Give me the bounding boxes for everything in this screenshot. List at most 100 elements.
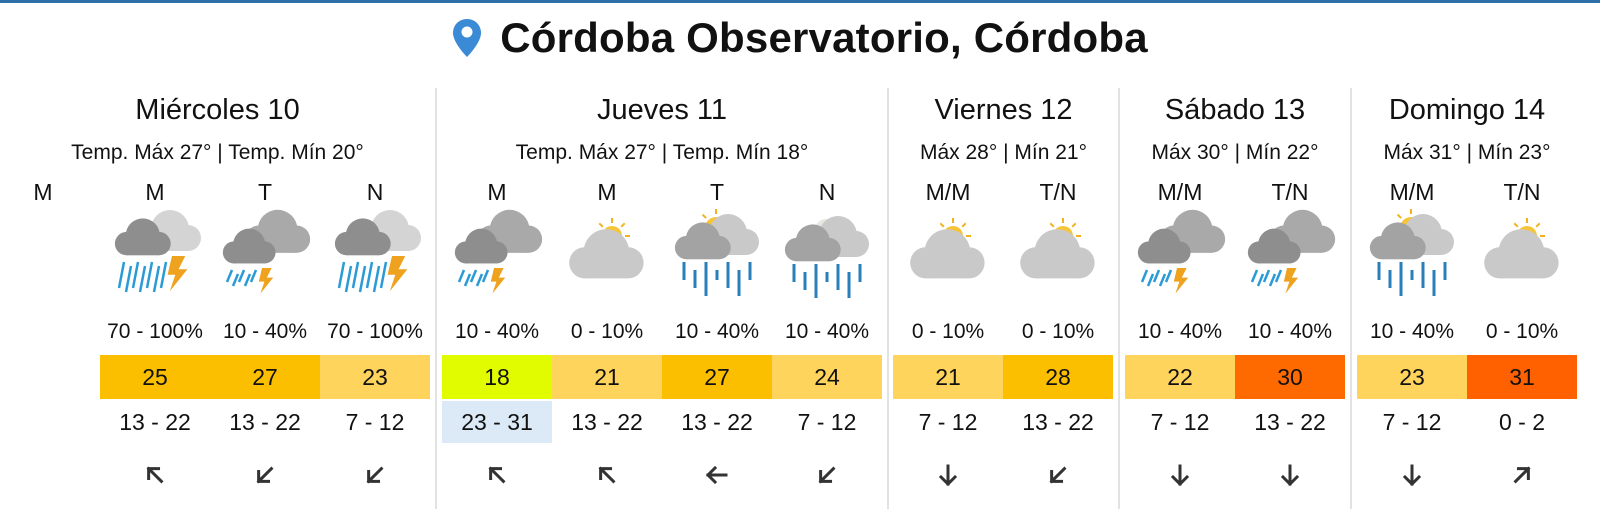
period-label: T/N [1271, 179, 1309, 205]
weather-icon [784, 216, 869, 298]
rain-drop [344, 265, 353, 293]
cloud-part [925, 260, 969, 279]
rain-drop [231, 273, 240, 287]
precipitation-range: 10 - 40% [1369, 320, 1455, 343]
rain-drop [365, 261, 374, 289]
sun-ray [1535, 222, 1541, 228]
temperature: 18 [442, 355, 552, 399]
day-summary: Máx 30° | Mín 22° [1151, 141, 1319, 164]
location-pin [453, 19, 482, 57]
period-label: T [709, 179, 725, 205]
rain-drop [1250, 269, 1259, 283]
period-label: T/N [1503, 179, 1541, 205]
period-label: M [487, 179, 507, 205]
arrow-group [256, 466, 274, 484]
wind-speed: 7 - 12 [345, 408, 405, 435]
arrow-shape [366, 466, 384, 484]
precipitation-range: 0 - 10% [1485, 320, 1559, 343]
rain-drop [152, 265, 161, 293]
arrow-group [366, 466, 384, 484]
period-label: M [33, 179, 53, 205]
temperature: 23 [1357, 355, 1467, 399]
rain-drop [1274, 269, 1283, 283]
temperature: 30 [1235, 355, 1345, 399]
cloud-part [126, 241, 159, 256]
sun-ray [961, 222, 967, 228]
arrow-shape [488, 466, 506, 484]
temperature: 24 [772, 355, 882, 399]
lightning [490, 268, 506, 294]
sun-ray [620, 222, 626, 228]
day-name: Jueves 11 [596, 94, 728, 126]
rain-drop [117, 261, 126, 289]
arrow-shape [1513, 466, 1531, 484]
precipitation-range: 10 - 40% [784, 320, 870, 343]
temperature: 22 [1125, 355, 1235, 399]
weather-icon [674, 209, 759, 296]
rain-drop [1158, 273, 1167, 287]
rain-drop [131, 261, 140, 289]
period-label: N [818, 179, 836, 205]
wind-direction-arrow [488, 466, 506, 484]
cloud-part [233, 250, 265, 264]
cloud-part [465, 250, 497, 264]
cloud [334, 218, 391, 256]
arrow-group [938, 464, 958, 487]
period-label: M/M [1157, 179, 1203, 205]
precipitation-range: 10 - 40% [674, 320, 760, 343]
rain-drop [372, 265, 381, 293]
weather-icon [454, 209, 543, 294]
wind-direction-arrow [1049, 466, 1067, 484]
arrow-shape [705, 465, 728, 485]
arrow-group [598, 466, 616, 484]
cloud-part [1035, 260, 1079, 279]
cloud [114, 218, 171, 256]
sun-ray [939, 222, 945, 228]
wind-direction-arrow [1402, 464, 1422, 487]
arrow-shape [1170, 464, 1190, 487]
wind-speed: 0 - 2 [1498, 408, 1546, 435]
cloud [454, 228, 508, 264]
day-separator [1350, 88, 1352, 509]
temperature: 25 [100, 355, 210, 399]
wind-speed: 13 - 22 [119, 408, 191, 435]
cloud-part [686, 245, 719, 260]
temperature: 31 [1467, 355, 1577, 399]
sun-ray [598, 222, 604, 228]
cloud [910, 229, 985, 279]
arrow-shape [1402, 464, 1422, 487]
precipitation-range: 10 - 40% [1247, 320, 1333, 343]
rain-drop [337, 261, 346, 289]
rain-drop [457, 269, 466, 283]
arrow-group [488, 466, 506, 484]
day-name: Viernes 12 [934, 94, 1073, 126]
cloud [1247, 228, 1301, 264]
wind-speed: 7 - 12 [1150, 408, 1210, 435]
day-name: Miércoles 10 [135, 94, 300, 126]
temperature: 28 [1003, 355, 1113, 399]
wind-speed: 13 - 22 [1022, 408, 1094, 435]
rain-drop [1164, 269, 1173, 283]
lightning [387, 256, 408, 292]
rain-drop [351, 261, 360, 289]
pin-shape [453, 19, 482, 57]
arrow-shape [938, 464, 958, 487]
wind-direction-arrow [818, 466, 836, 484]
precipitation-range: 10 - 40% [222, 320, 308, 343]
period-label: M [597, 179, 617, 205]
arrow-group [1280, 464, 1300, 487]
location-title: Córdoba Observatorio, Córdoba [500, 14, 1148, 61]
weather-icon [334, 210, 421, 293]
rain-drop [138, 265, 147, 293]
rain-drop [1152, 269, 1161, 283]
precipitation-range: 70 - 100% [327, 320, 423, 343]
rain-drop [379, 261, 388, 289]
arrow-shape [256, 466, 274, 484]
wind-speed: 13 - 22 [681, 408, 753, 435]
cloud [1484, 229, 1559, 279]
period-label: T/N [1039, 179, 1077, 205]
cloud-part [1499, 260, 1543, 279]
rain-drop [469, 269, 478, 283]
precipitation-range: 0 - 10% [1021, 320, 1095, 343]
